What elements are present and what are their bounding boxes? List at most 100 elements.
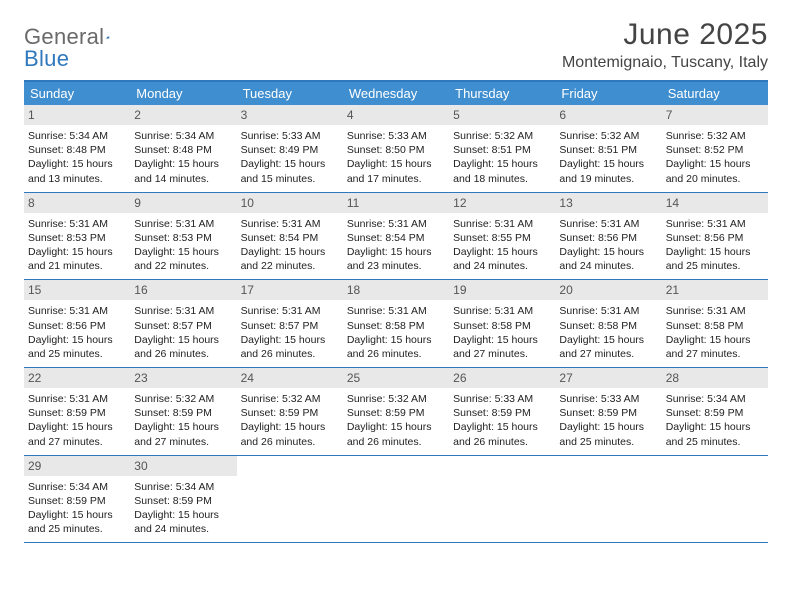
day-number: 4 <box>343 105 449 125</box>
sunrise-line: Sunrise: 5:31 AM <box>559 304 657 318</box>
day-header: Friday <box>555 82 661 105</box>
day-number: 29 <box>24 456 130 476</box>
sunset-line: Sunset: 8:50 PM <box>347 143 445 157</box>
calendar-week-row: 15Sunrise: 5:31 AMSunset: 8:56 PMDayligh… <box>24 280 768 368</box>
day-number: 10 <box>237 193 343 213</box>
day-number: 13 <box>555 193 661 213</box>
calendar-cell: 19Sunrise: 5:31 AMSunset: 8:58 PMDayligh… <box>449 280 555 367</box>
sunrise-line: Sunrise: 5:32 AM <box>559 129 657 143</box>
location: Montemignaio, Tuscany, Italy <box>562 54 768 72</box>
day-details: Sunrise: 5:32 AMSunset: 8:52 PMDaylight:… <box>666 129 764 186</box>
sunset-line: Sunset: 8:48 PM <box>28 143 126 157</box>
logo-text-blue: Blue <box>24 46 69 71</box>
sunset-line: Sunset: 8:53 PM <box>28 231 126 245</box>
sunset-line: Sunset: 8:58 PM <box>666 319 764 333</box>
calendar-cell: 16Sunrise: 5:31 AMSunset: 8:57 PMDayligh… <box>130 280 236 367</box>
daylight-line: Daylight: 15 hours and 18 minutes. <box>453 157 551 185</box>
sunrise-line: Sunrise: 5:31 AM <box>241 217 339 231</box>
calendar-cell: 26 Sunrise: 5:33 AMSunset: 8:59 PMDayligh… <box>449 368 555 455</box>
day-details: Sunrise: 5:34 AMSunset: 8:48 PMDaylight:… <box>28 129 126 186</box>
day-number: 14 <box>662 193 768 213</box>
calendar-cell: 29Sunrise: 5:34 AMSunset: 8:59 PMDayligh… <box>24 456 130 543</box>
sunset-line: Sunset: 8:54 PM <box>347 231 445 245</box>
day-number: 21 <box>662 280 768 300</box>
day-details: Sunrise: 5:34 AMSunset: 8:59 PMDaylight:… <box>666 392 764 449</box>
calendar-cell: 5Sunrise: 5:32 AMSunset: 8:51 PMDaylight… <box>449 105 555 192</box>
day-number: 6 <box>555 105 661 125</box>
sunset-line: Sunset: 8:57 PM <box>241 319 339 333</box>
sunrise-line: Sunrise: 5:32 AM <box>134 392 232 406</box>
sunrise-line: Sunrise: 5:34 AM <box>134 480 232 494</box>
sunset-line: Sunset: 8:51 PM <box>453 143 551 157</box>
sunset-line: Sunset: 8:59 PM <box>241 406 339 420</box>
sunset-line: Sunset: 8:52 PM <box>666 143 764 157</box>
sunrise-line: Sunrise: 5:31 AM <box>134 217 232 231</box>
day-details: Sunrise: 5:31 AMSunset: 8:58 PMDaylight:… <box>559 304 657 361</box>
calendar-cell: 21 Sunrise: 5:31 AMSunset: 8:58 PMDayligh… <box>662 280 768 367</box>
day-number: 9 <box>130 193 236 213</box>
calendar-cell-empty <box>237 456 343 543</box>
daylight-line: Daylight: 15 hours and 25 minutes. <box>28 508 126 536</box>
day-details: Sunrise: 5:32 AMSunset: 8:59 PMDaylight:… <box>347 392 445 449</box>
daylight-line: Daylight: 15 hours and 22 minutes. <box>134 245 232 273</box>
calendar-cell: 30Sunrise: 5:34 AMSunset: 8:59 PMDayligh… <box>130 456 236 543</box>
day-details: Sunrise: 5:32 AMSunset: 8:51 PMDaylight:… <box>559 129 657 186</box>
sunrise-line: Sunrise: 5:31 AM <box>241 304 339 318</box>
day-number: 1 <box>24 105 130 125</box>
calendar-cell: 2Sunrise: 5:34 AMSunset: 8:48 PMDaylight… <box>130 105 236 192</box>
day-details: Sunrise: 5:31 AMSunset: 8:55 PMDaylight:… <box>453 217 551 274</box>
sunrise-line: Sunrise: 5:34 AM <box>666 392 764 406</box>
calendar-cell: 6 Sunrise: 5:32 AMSunset: 8:51 PMDaylight… <box>555 105 661 192</box>
calendar-cell: 12Sunrise: 5:31 AMSunset: 8:55 PMDayligh… <box>449 193 555 280</box>
sunrise-line: Sunrise: 5:33 AM <box>241 129 339 143</box>
calendar-cell: 7Sunrise: 5:32 AMSunset: 8:52 PMDaylight… <box>662 105 768 192</box>
sunrise-line: Sunrise: 5:34 AM <box>28 129 126 143</box>
sunrise-line: Sunrise: 5:33 AM <box>559 392 657 406</box>
day-number: 3 <box>237 105 343 125</box>
day-number: 30 <box>130 456 236 476</box>
calendar-cell: 18Sunrise: 5:31 AMSunset: 8:58 PMDayligh… <box>343 280 449 367</box>
day-details: Sunrise: 5:33 AMSunset: 8:59 PMDaylight:… <box>559 392 657 449</box>
calendar-cell: 4Sunrise: 5:33 AMSunset: 8:50 PMDaylight… <box>343 105 449 192</box>
sunrise-line: Sunrise: 5:31 AM <box>28 392 126 406</box>
day-header: Wednesday <box>343 82 449 105</box>
daylight-line: Daylight: 15 hours and 25 minutes. <box>28 333 126 361</box>
sunrise-line: Sunrise: 5:31 AM <box>347 217 445 231</box>
calendar-cell-empty <box>449 456 555 543</box>
calendar-week-row: 29 Sunrise: 5:34 AMSunset: 8:59 PM Dayligh… <box>24 456 768 544</box>
calendar-week-row: 8Sunrise: 5:31 AMSunset: 8:53 PMDaylight… <box>24 193 768 281</box>
sunset-line: Sunset: 8:54 PM <box>241 231 339 245</box>
daylight-line: Daylight: 15 hours and 22 minutes. <box>241 245 339 273</box>
month-title: June 2025 <box>562 18 768 52</box>
daylight-line: Daylight: 15 hours and 25 minutes. <box>666 420 764 448</box>
day-details: Sunrise: 5:31 AMSunset: 8:56 PMDaylight:… <box>666 217 764 274</box>
day-details: Sunrise: 5:31 AMSunset: 8:58 PMDaylight:… <box>347 304 445 361</box>
day-details: Sunrise: 5:31 AMSunset: 8:58 PMDaylight:… <box>666 304 764 361</box>
sunrise-line: Sunrise: 5:31 AM <box>453 304 551 318</box>
calendar-cell: 3Sunrise: 5:33 AMSunset: 8:49 PMDaylight… <box>237 105 343 192</box>
day-number: 17 <box>237 280 343 300</box>
sunset-line: Sunset: 8:48 PM <box>134 143 232 157</box>
sunrise-line: Sunrise: 5:34 AM <box>134 129 232 143</box>
calendar-cell: 22Sunrise: 5:31 AMSunset: 8:59 PMDayligh… <box>24 368 130 455</box>
calendar-cell-empty <box>555 456 661 543</box>
calendar-weeks: 1Sunrise: 5:34 AMSunset: 8:48 PMDaylight… <box>24 105 768 543</box>
day-number: 26 <box>449 368 555 388</box>
daylight-line: Daylight: 15 hours and 27 minutes. <box>559 333 657 361</box>
day-details: Sunrise: 5:31 AMSunset: 8:57 PMDaylight:… <box>134 304 232 361</box>
day-details: Sunrise: 5:33 AMSunset: 8:59 PMDaylight:… <box>453 392 551 449</box>
calendar-cell-empty <box>343 456 449 543</box>
calendar-cell: 25Sunrise: 5:32 AMSunset: 8:59 PMDayligh… <box>343 368 449 455</box>
sunrise-line: Sunrise: 5:32 AM <box>347 392 445 406</box>
sunset-line: Sunset: 8:56 PM <box>666 231 764 245</box>
sunrise-line: Sunrise: 5:31 AM <box>28 304 126 318</box>
sunset-line: Sunset: 8:57 PM <box>134 319 232 333</box>
calendar-cell-empty <box>662 456 768 543</box>
sunset-line: Sunset: 8:59 PM <box>134 494 232 508</box>
calendar-cell: 8Sunrise: 5:31 AMSunset: 8:53 PMDaylight… <box>24 193 130 280</box>
sunrise-line: Sunrise: 5:33 AM <box>347 129 445 143</box>
sunset-line: Sunset: 8:58 PM <box>453 319 551 333</box>
day-details: Sunrise: 5:31 AMSunset: 8:53 PMDaylight:… <box>134 217 232 274</box>
day-header: Tuesday <box>237 82 343 105</box>
day-details: Sunrise: 5:31 AMSunset: 8:54 PMDaylight:… <box>241 217 339 274</box>
